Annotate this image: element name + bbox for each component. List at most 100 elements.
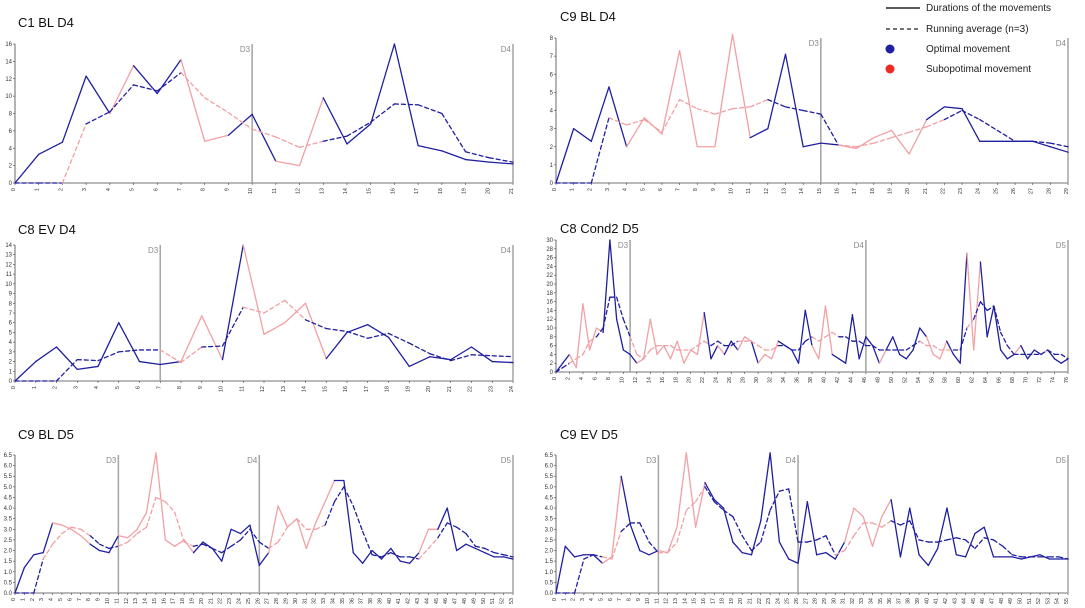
x-tick-label: 10 — [619, 377, 625, 383]
duration-segment — [275, 160, 301, 167]
duration-segment — [899, 507, 911, 558]
average-segment — [221, 306, 244, 347]
duration-segment — [986, 305, 995, 338]
y-tick-label: 0 — [550, 370, 554, 376]
average-segment — [992, 539, 1004, 547]
x-tick-label: 25 — [246, 598, 252, 604]
x-tick-label: 35 — [878, 598, 884, 604]
average-segment — [959, 327, 968, 351]
duration-segment — [892, 336, 901, 356]
average-segment — [155, 496, 166, 503]
duration-segment — [690, 349, 699, 356]
duration-segment — [959, 252, 968, 364]
x-tick-label: 44 — [424, 598, 430, 604]
duration-segment — [871, 344, 881, 364]
x-tick-label: 1 — [570, 188, 576, 191]
average-segment — [825, 535, 836, 556]
average-segment — [932, 344, 941, 351]
x-tick-label: 60 — [956, 377, 962, 383]
duration-segment — [418, 528, 430, 554]
average-segment — [136, 526, 148, 535]
y-tick-label: 0.5 — [4, 580, 13, 586]
x-tick-label: 14 — [799, 188, 805, 194]
average-segment — [429, 353, 452, 362]
x-tick-label: 2 — [58, 188, 64, 191]
duration-segment — [450, 346, 473, 361]
y-tick-label: 1 — [9, 369, 13, 375]
average-segment — [690, 344, 699, 351]
x-tick-label: 53 — [1045, 598, 1051, 604]
average-segment — [820, 113, 840, 146]
average-segment — [918, 539, 930, 543]
x-tick-label: 66 — [997, 377, 1003, 383]
x-tick-label: 11 — [239, 386, 245, 392]
x-tick-label: 22 — [757, 598, 763, 604]
duration-segment — [890, 498, 902, 558]
average-segment — [61, 526, 73, 535]
average-segment — [608, 117, 628, 126]
duration-segment — [703, 311, 712, 360]
duration-segment — [23, 554, 35, 569]
y-tick-label: 1.5 — [4, 559, 13, 565]
x-tick-label: 12 — [124, 598, 130, 604]
chart-panel-5: C9 BL D5 0.0 0.5 1.0 1.5 2.0 2.5 3.0 3.5 4.0 4.5 5.… — [4, 427, 515, 604]
y-tick-label: 0.0 — [545, 591, 554, 597]
duration-segment — [858, 336, 867, 360]
x-tick-label: 23 — [958, 188, 964, 194]
x-tick-label: 43 — [415, 598, 421, 604]
average-segment — [343, 486, 354, 507]
duration-segment — [305, 522, 317, 550]
y-tick-label: 5 — [550, 90, 554, 96]
duration-segment — [905, 349, 914, 360]
duration-segment — [806, 501, 818, 556]
average-segment — [979, 300, 988, 312]
x-tick-label: 53 — [509, 598, 515, 604]
average-segment — [1060, 353, 1069, 360]
duration-segment — [408, 356, 431, 368]
y-tick-label: 4.5 — [545, 495, 554, 501]
duration-segment — [919, 327, 928, 338]
x-tick-label: 74 — [1051, 377, 1057, 383]
x-tick-label: 55 — [1064, 598, 1070, 604]
y-tick-label: 0 — [550, 181, 554, 187]
average-segment — [961, 109, 981, 121]
duration-segment — [778, 541, 790, 560]
duration-segment — [717, 344, 726, 356]
duration-segment — [437, 507, 448, 530]
x-tick-label: 9 — [224, 188, 230, 191]
duration-segment — [192, 541, 204, 554]
y-tick-label: 3.5 — [545, 517, 554, 523]
duration-segment — [912, 327, 921, 351]
average-segment — [767, 98, 787, 108]
x-tick-label: 13 — [673, 598, 679, 604]
y-tick-label: 2 — [9, 360, 13, 366]
average-segment — [678, 98, 698, 110]
x-tick-label: 30 — [754, 377, 760, 383]
duration-segment — [51, 522, 63, 526]
y-tick-label: 10 — [5, 94, 12, 100]
duration-segment — [346, 123, 372, 145]
y-tick-label: 6.0 — [4, 464, 13, 470]
duration-segment — [555, 127, 575, 184]
y-tick-label: 3.0 — [545, 527, 554, 533]
duration-segment — [974, 526, 985, 535]
average-segment — [622, 318, 631, 338]
average-segment — [450, 354, 473, 362]
x-tick-label: 44 — [848, 377, 854, 383]
duration-segment — [14, 153, 40, 184]
x-tick-label: 0 — [552, 598, 558, 601]
duration-segment — [38, 141, 64, 155]
duration-segment — [663, 344, 672, 360]
x-tick-label: 12 — [764, 188, 770, 194]
average-segment — [804, 336, 813, 342]
x-tick-label: 0 — [11, 598, 17, 601]
x-tick-label: 12 — [260, 386, 266, 392]
x-tick-label: 5 — [599, 598, 605, 601]
duration-segment — [788, 558, 799, 564]
legend-average-label: Running average (n=3) — [926, 24, 1029, 35]
average-segment — [855, 142, 875, 148]
duration-segment — [14, 360, 37, 382]
y-tick-label: 6.0 — [545, 464, 554, 470]
